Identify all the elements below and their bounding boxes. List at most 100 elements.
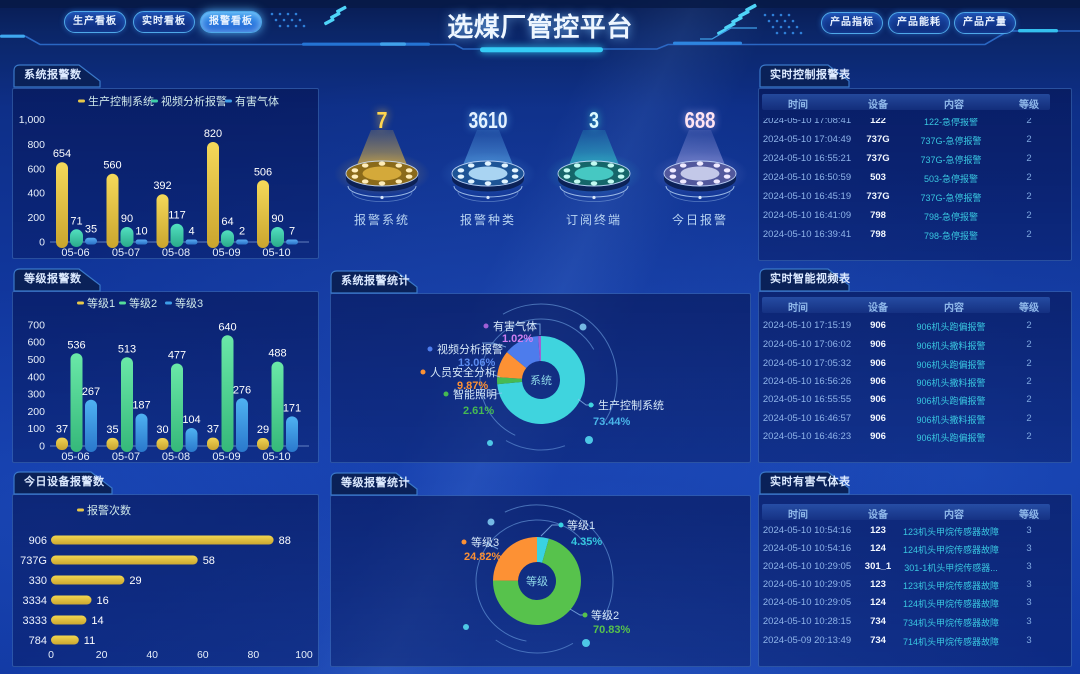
- svg-text:24.82%: 24.82%: [464, 551, 502, 563]
- svg-text:14: 14: [91, 615, 103, 627]
- svg-text:37: 37: [207, 424, 219, 436]
- svg-text:600: 600: [27, 337, 45, 349]
- svg-text:80: 80: [248, 649, 260, 661]
- svg-text:3: 3: [589, 107, 599, 133]
- svg-text:60: 60: [197, 649, 209, 661]
- svg-text:16: 16: [97, 595, 109, 607]
- svg-text:506: 506: [254, 166, 272, 178]
- svg-text:1.02%: 1.02%: [502, 333, 533, 345]
- svg-text:117: 117: [168, 210, 186, 222]
- svg-text:4.35%: 4.35%: [571, 536, 602, 548]
- svg-text:7: 7: [289, 226, 295, 238]
- svg-text:800: 800: [27, 139, 45, 151]
- svg-text:11: 11: [84, 635, 95, 647]
- svg-text:71: 71: [70, 215, 82, 227]
- svg-text:477: 477: [168, 350, 186, 362]
- svg-text:737G: 737G: [20, 555, 47, 567]
- svg-text:400: 400: [27, 371, 45, 383]
- svg-text:513: 513: [118, 343, 136, 355]
- svg-text:600: 600: [27, 163, 45, 175]
- svg-text:90: 90: [121, 213, 133, 225]
- svg-text:0: 0: [39, 441, 45, 453]
- svg-text:7: 7: [377, 107, 388, 133]
- svg-text:200: 200: [27, 406, 45, 418]
- svg-text:2.61%: 2.61%: [463, 405, 494, 417]
- svg-text:05-10: 05-10: [262, 451, 290, 461]
- svg-text:05-10: 05-10: [262, 247, 290, 257]
- svg-text:05-09: 05-09: [212, 247, 240, 257]
- svg-text:29: 29: [129, 575, 141, 587]
- svg-text:等级1: 等级1: [87, 296, 115, 310]
- svg-text:2: 2: [239, 226, 245, 238]
- svg-text:700: 700: [27, 319, 45, 331]
- svg-text:生产控制系统: 生产控制系统: [598, 398, 664, 412]
- svg-text:人员安全分析: 人员安全分析: [430, 365, 496, 379]
- svg-text:视频分析报警: 视频分析报警: [437, 342, 503, 356]
- svg-text:392: 392: [153, 180, 171, 192]
- svg-text:1,000: 1,000: [19, 114, 45, 126]
- svg-text:640: 640: [218, 321, 236, 333]
- svg-text:4: 4: [188, 226, 194, 238]
- svg-text:05-09: 05-09: [212, 451, 240, 461]
- svg-text:05-08: 05-08: [162, 451, 190, 461]
- svg-text:73.44%: 73.44%: [593, 416, 631, 428]
- svg-text:等级2: 等级2: [591, 608, 619, 622]
- svg-text:688: 688: [685, 107, 716, 133]
- svg-text:报警种类: 报警种类: [460, 212, 516, 227]
- svg-text:报警系统: 报警系统: [354, 212, 410, 227]
- svg-text:560: 560: [103, 160, 121, 172]
- svg-text:654: 654: [53, 148, 71, 160]
- svg-text:35: 35: [106, 424, 118, 436]
- svg-text:3334: 3334: [23, 595, 47, 607]
- svg-text:05-07: 05-07: [112, 247, 140, 257]
- svg-text:171: 171: [283, 402, 301, 414]
- svg-text:等级2: 等级2: [129, 296, 157, 310]
- svg-text:100: 100: [295, 649, 313, 661]
- svg-text:64: 64: [221, 216, 233, 228]
- svg-text:820: 820: [204, 128, 222, 140]
- svg-text:05-08: 05-08: [162, 247, 190, 257]
- svg-text:智能照明: 智能照明: [453, 387, 497, 401]
- svg-text:05-06: 05-06: [61, 247, 89, 257]
- svg-text:100: 100: [27, 423, 45, 435]
- svg-text:有害气体: 有害气体: [235, 94, 279, 108]
- svg-text:等级3: 等级3: [175, 296, 203, 310]
- svg-text:267: 267: [82, 386, 100, 398]
- svg-text:05-06: 05-06: [61, 451, 89, 461]
- svg-text:订阅终端: 订阅终端: [566, 212, 622, 227]
- svg-text:330: 330: [29, 575, 47, 587]
- svg-text:906: 906: [29, 535, 47, 547]
- svg-text:报警次数: 报警次数: [87, 503, 131, 517]
- svg-text:90: 90: [271, 213, 283, 225]
- svg-text:58: 58: [203, 555, 215, 567]
- svg-text:40: 40: [146, 649, 158, 661]
- svg-text:30: 30: [156, 424, 168, 436]
- svg-text:生产控制系统: 生产控制系统: [88, 94, 154, 108]
- svg-text:10: 10: [135, 226, 147, 238]
- svg-text:300: 300: [27, 389, 45, 401]
- svg-text:05-07: 05-07: [112, 451, 140, 461]
- svg-text:35: 35: [85, 224, 97, 236]
- svg-text:70.83%: 70.83%: [593, 624, 631, 636]
- svg-text:0: 0: [48, 649, 54, 661]
- svg-text:536: 536: [67, 339, 85, 351]
- svg-text:今日报警: 今日报警: [672, 212, 728, 227]
- svg-text:系统: 系统: [530, 374, 552, 387]
- svg-text:13.06%: 13.06%: [458, 357, 496, 369]
- svg-text:等级1: 等级1: [567, 518, 595, 532]
- svg-text:等级: 等级: [526, 574, 548, 588]
- svg-text:0: 0: [39, 237, 45, 249]
- svg-text:视频分析报警: 视频分析报警: [161, 94, 227, 108]
- svg-text:20: 20: [96, 649, 108, 661]
- svg-text:有害气体: 有害气体: [493, 319, 537, 333]
- svg-text:200: 200: [27, 212, 45, 224]
- svg-text:37: 37: [56, 424, 68, 436]
- svg-text:等级3: 等级3: [471, 535, 499, 549]
- svg-text:187: 187: [132, 400, 150, 412]
- svg-text:276: 276: [233, 384, 251, 396]
- svg-text:104: 104: [182, 414, 200, 426]
- svg-text:88: 88: [279, 535, 291, 547]
- svg-text:500: 500: [27, 354, 45, 366]
- svg-text:29: 29: [257, 424, 269, 436]
- svg-text:3610: 3610: [469, 107, 508, 133]
